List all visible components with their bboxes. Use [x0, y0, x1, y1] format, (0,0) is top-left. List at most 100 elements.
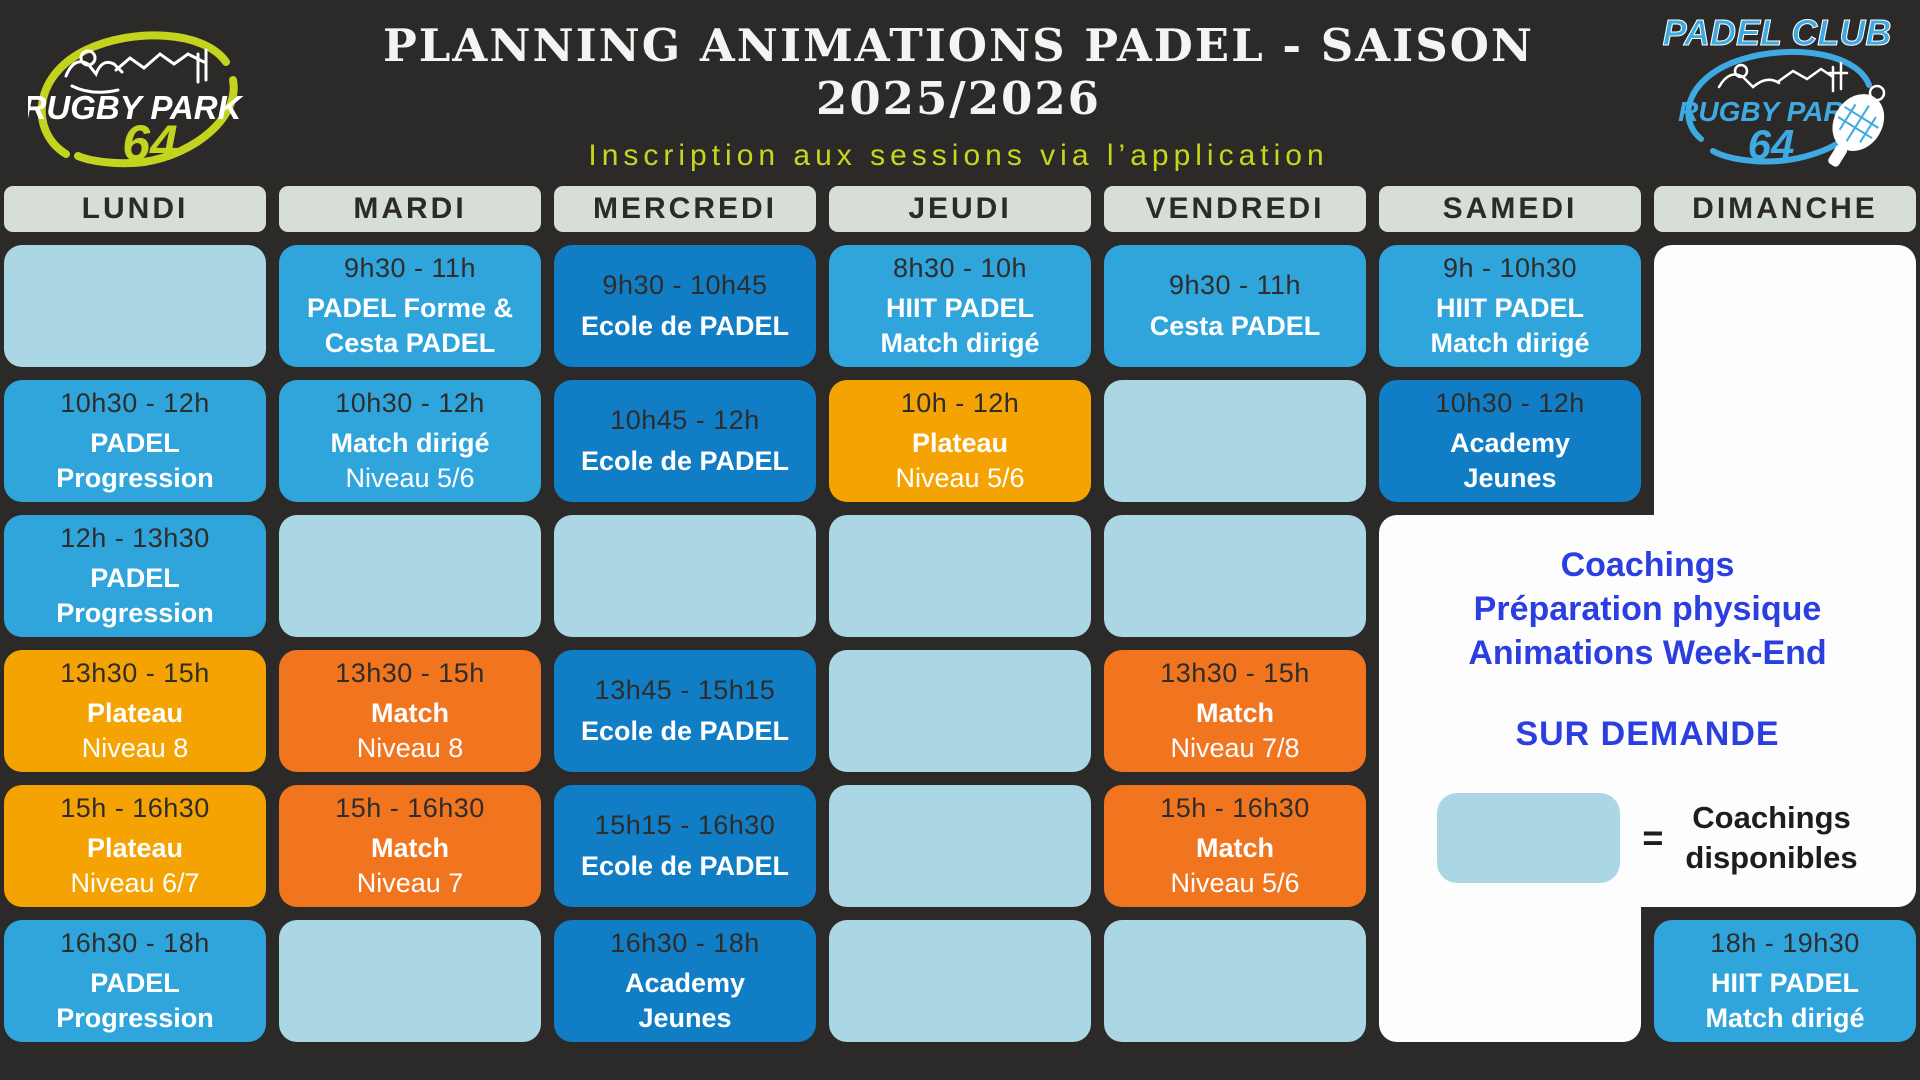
slot-activity: PADEL [90, 967, 180, 998]
slot-time: 13h30 - 15h [1160, 657, 1310, 688]
schedule-cell-mardi-5: 15h - 16h30 Match Niveau 7 [279, 785, 541, 907]
schedule-cell-vendredi-5: 15h - 16h30 Match Niveau 5/6 [1104, 785, 1366, 907]
weekend-info-line: Coachings [1560, 546, 1735, 584]
day-header-mardi: MARDI [279, 186, 541, 232]
slot-activity: Niveau 8 [356, 733, 464, 764]
schedule-cell-samedi-1: 9h - 10h30 HIIT PADEL Match dirigé [1379, 245, 1641, 367]
schedule-cell-samedi-2: 10h30 - 12h Academy Jeunes [1379, 380, 1641, 502]
slot-activity: Match [1195, 697, 1274, 728]
slot-activity: Academy [624, 967, 746, 998]
schedule-cell-vendredi-4: 13h30 - 15h Match Niveau 7/8 [1104, 650, 1366, 772]
padel-club-logo-icon: PADEL CLUB RUGBY PARK 64 [1662, 12, 1892, 169]
page-title: PLANNING ANIMATIONS PADEL - SAISON 2025/… [382, 19, 1535, 125]
slot-time: 13h30 - 15h [335, 657, 485, 688]
weekend-panel-content: Coachings Préparation physique Animation… [1379, 515, 1916, 907]
slot-time: 16h30 - 18h [60, 927, 210, 958]
slot-activity: Niveau 7/8 [1170, 733, 1300, 764]
slot-time: 10h45 - 12h [610, 405, 760, 436]
slot-activity: Progression [56, 598, 214, 629]
slot-time: 9h30 - 11h [343, 252, 477, 283]
slot-time: 10h - 12h [900, 387, 1020, 418]
slot-activity: Match dirigé [330, 427, 490, 458]
planning-grid: Coachings Préparation physique Animation… [0, 186, 1920, 1042]
rugby-park-logo-number: 64 [122, 115, 178, 171]
slot-activity: Niveau 8 [81, 733, 189, 764]
slot-time: 9h30 - 11h [1168, 270, 1302, 301]
coaching-slot-jeudi-4 [829, 650, 1091, 772]
slot-activity: Match dirigé [880, 328, 1040, 359]
slot-activity: Ecole de PADEL [580, 445, 790, 476]
schedule-cell-mercredi-5: 15h15 - 16h30 Ecole de PADEL [554, 785, 816, 907]
coaching-slot-mercredi-3 [554, 515, 816, 637]
weekend-info-line: Animations Week-End [1468, 634, 1827, 673]
coaching-slot-mardi-6 [279, 920, 541, 1042]
slot-activity: Match [370, 832, 449, 863]
slot-activity: Progression [56, 1003, 214, 1034]
slot-time: 16h30 - 18h [610, 927, 760, 958]
page-subtitle: Inscription aux sessions via l’applicati… [588, 139, 1329, 172]
slot-activity: Match dirigé [1430, 328, 1590, 359]
coaching-slot-vendredi-2 [1104, 380, 1366, 502]
slot-activity: Academy [1449, 427, 1571, 458]
slot-activity: Niveau 5/6 [345, 463, 475, 494]
slot-activity: Niveau 5/6 [895, 463, 1025, 494]
slot-time: 13h30 - 15h [60, 657, 210, 688]
schedule-cell-jeudi-1: 8h30 - 10h HIIT PADEL Match dirigé [829, 245, 1091, 367]
slot-activity: Plateau [911, 427, 1009, 458]
weekend-info: Coachings Préparation physique Animation… [1387, 543, 1908, 756]
slot-time: 10h30 - 12h [60, 387, 210, 418]
coaching-color-swatch [1437, 793, 1621, 883]
slot-activity: HIIT PADEL [1711, 967, 1859, 998]
slot-activity: Niveau 5/6 [1170, 868, 1300, 899]
schedule-cell-mercredi-2: 10h45 - 12h Ecole de PADEL [554, 380, 816, 502]
slot-activity: Jeunes [638, 1003, 732, 1034]
schedule-cell-lundi-5: 15h - 16h30 Plateau Niveau 6/7 [4, 785, 266, 907]
day-header-lundi: LUNDI [4, 186, 266, 232]
schedule-cell-mercredi-1: 9h30 - 10h45 Ecole de PADEL [554, 245, 816, 367]
schedule-cell-mardi-4: 13h30 - 15h Match Niveau 8 [279, 650, 541, 772]
day-header-vendredi: VENDREDI [1104, 186, 1366, 232]
schedule-cell-mardi-2: 10h30 - 12h Match dirigé Niveau 5/6 [279, 380, 541, 502]
slot-activity: Ecole de PADEL [580, 715, 790, 746]
slot-activity: Cesta PADEL [1149, 310, 1321, 341]
ball-icon [1868, 84, 1886, 102]
rugby-park-logo: RUGBY PARK 64 [24, 14, 256, 172]
coaching-slot-jeudi-6 [829, 920, 1091, 1042]
weekend-info-line: Préparation physique [1473, 590, 1822, 629]
slot-time: 9h - 10h30 [1442, 252, 1578, 283]
day-header-jeudi: JEUDI [829, 186, 1091, 232]
legend-label: Coachings disponibles [1685, 798, 1857, 879]
slot-activity: Ecole de PADEL [580, 310, 790, 341]
schedule-cell-vendredi-1: 9h30 - 11h Cesta PADEL [1104, 245, 1366, 367]
padel-club-logo: PADEL CLUB RUGBY PARK 64 [1661, 9, 1896, 177]
day-header-dimanche: DIMANCHE [1654, 186, 1916, 232]
schedule-cell-mercredi-6: 16h30 - 18h Academy Jeunes [554, 920, 816, 1042]
slot-activity: Ecole de PADEL [580, 850, 790, 881]
slot-time: 15h - 16h30 [335, 792, 485, 823]
rugby-park-logo-text: RUGBY PARK [28, 89, 244, 126]
day-header-samedi: SAMEDI [1379, 186, 1641, 232]
slot-time: 18h - 19h30 [1710, 927, 1860, 958]
legend-label-line: disponibles [1685, 840, 1858, 875]
day-header-mercredi: MERCREDI [554, 186, 816, 232]
slot-activity: Niveau 6/7 [70, 868, 200, 899]
slot-activity: HIIT PADEL [1436, 292, 1584, 323]
coaching-slot-jeudi-5 [829, 785, 1091, 907]
schedule-cell-lundi-3: 12h - 13h30 PADEL Progression [4, 515, 266, 637]
slot-activity: Match dirigé [1705, 1003, 1865, 1034]
slot-time: 15h - 16h30 [1160, 792, 1310, 823]
schedule-cell-lundi-6: 16h30 - 18h PADEL Progression [4, 920, 266, 1042]
schedule-cell-jeudi-2: 10h - 12h Plateau Niveau 5/6 [829, 380, 1091, 502]
slot-time: 10h30 - 12h [335, 387, 485, 418]
padel-racket-icon [1828, 94, 1885, 167]
padel-club-logo-number: 64 [1748, 121, 1795, 168]
rugby-player-sketch [64, 48, 207, 94]
slot-time: 12h - 13h30 [60, 522, 210, 553]
slot-activity: Cesta PADEL [324, 328, 496, 359]
legend-label-line: Coachings [1692, 799, 1851, 835]
slot-activity: HIIT PADEL [886, 292, 1034, 323]
schedule-cell-dimanche-6: 18h - 19h30 HIIT PADEL Match dirigé [1654, 920, 1916, 1042]
slot-activity: Match [1195, 832, 1274, 863]
slot-activity: Plateau [86, 697, 184, 728]
slot-time: 10h30 - 12h [1435, 387, 1585, 418]
